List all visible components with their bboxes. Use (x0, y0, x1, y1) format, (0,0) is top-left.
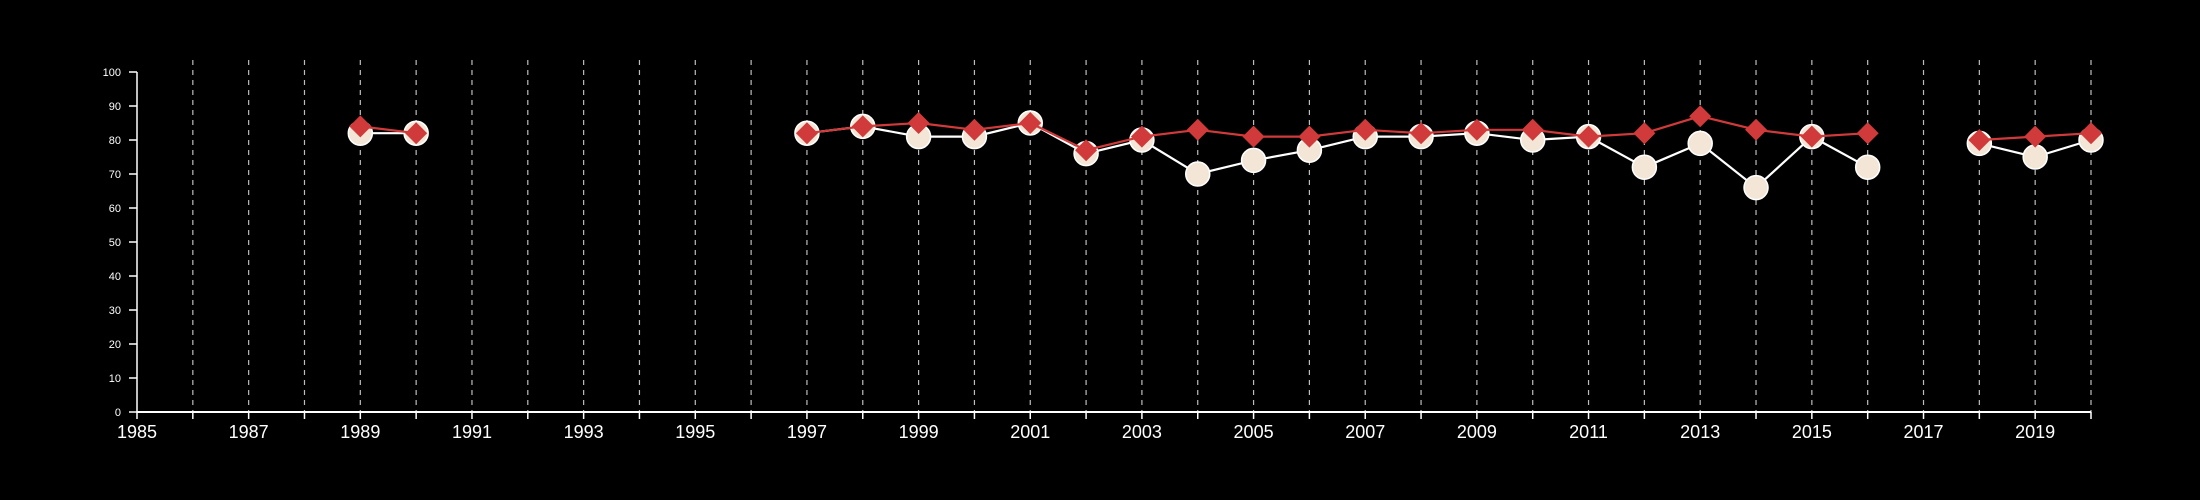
y-tick-label: 60 (109, 203, 121, 215)
x-tick-label: 2019 (2015, 422, 2055, 442)
x-tick-label: 1995 (675, 422, 715, 442)
data-point-circle (1240, 147, 1267, 174)
y-tick-label: 80 (109, 135, 121, 147)
data-point-circle (1687, 130, 1713, 157)
x-tick-label: 1985 (117, 422, 157, 442)
data-point-diamond (1354, 118, 1377, 141)
y-tick-label: 90 (109, 101, 121, 113)
y-tick-label: 20 (109, 339, 121, 351)
series-diamond (349, 105, 2102, 162)
data-point-diamond (1633, 122, 1656, 145)
data-point-diamond (2024, 125, 2047, 148)
x-tick-label: 1991 (452, 422, 492, 442)
data-point-diamond (1968, 129, 1991, 151)
data-point-diamond (1745, 118, 1768, 141)
x-tick-label: 2015 (1792, 422, 1832, 442)
data-point-diamond (349, 115, 372, 138)
data-point-diamond (1689, 105, 1712, 128)
data-point-circle (1184, 161, 1211, 187)
x-tick-label: 2005 (1234, 422, 1274, 442)
data-point-diamond (1242, 125, 1265, 148)
x-tick-label: 1997 (787, 422, 827, 442)
x-tick-label: 2013 (1680, 422, 1720, 442)
y-tick-label: 100 (103, 67, 121, 79)
series-circle (347, 110, 2104, 201)
data-point-diamond (2080, 122, 2102, 145)
data-point-diamond (1521, 118, 1544, 141)
data-point-diamond (1298, 125, 1321, 148)
data-point-diamond (1856, 122, 1879, 145)
data-point-diamond (1800, 125, 1823, 148)
data-point-diamond (405, 122, 428, 145)
y-tick-label: 70 (109, 169, 121, 181)
y-tick-label: 50 (109, 237, 121, 249)
data-point-diamond (1019, 112, 1042, 134)
x-tick-label: 2003 (1122, 422, 1162, 442)
data-point-diamond (963, 118, 986, 141)
data-point-diamond (907, 112, 930, 134)
data-point-diamond (795, 122, 818, 145)
grid-lines (192, 60, 2092, 412)
data-point-circle (1743, 174, 1769, 201)
x-tick-label: 1993 (564, 422, 604, 442)
data-point-diamond (851, 115, 874, 138)
y-tick-label: 30 (109, 305, 121, 317)
x-tick-label: 2009 (1457, 422, 1497, 442)
data-point-diamond (1130, 125, 1153, 148)
data-point-diamond (1186, 118, 1209, 141)
x-tick-label: 1999 (899, 422, 939, 442)
data-point-circle (1631, 154, 1658, 180)
data-point-diamond (1465, 118, 1488, 141)
data-point-diamond (1410, 122, 1433, 145)
x-tick-label: 2001 (1010, 422, 1050, 442)
data-point-circle (1854, 154, 1881, 180)
x-tick-label: 2011 (1569, 422, 1608, 442)
x-tick-label: 1987 (229, 422, 269, 442)
x-tick-label: 1989 (340, 422, 380, 442)
axes: 0 10 20 30 40 50 60 70 80 90 100 1985 1987 1989 1991 19… (103, 67, 2092, 442)
data-point-diamond (1577, 125, 1600, 148)
data-point-diamond (1075, 139, 1098, 162)
x-tick-label: 2007 (1345, 422, 1385, 442)
y-tick-label: 40 (109, 271, 121, 283)
x-tick-label: 2017 (1903, 422, 1943, 442)
y-tick-label: 10 (109, 373, 121, 385)
data-point-circle (2022, 144, 2048, 170)
data-series (347, 105, 2104, 201)
y-tick-label: 0 (115, 407, 121, 419)
